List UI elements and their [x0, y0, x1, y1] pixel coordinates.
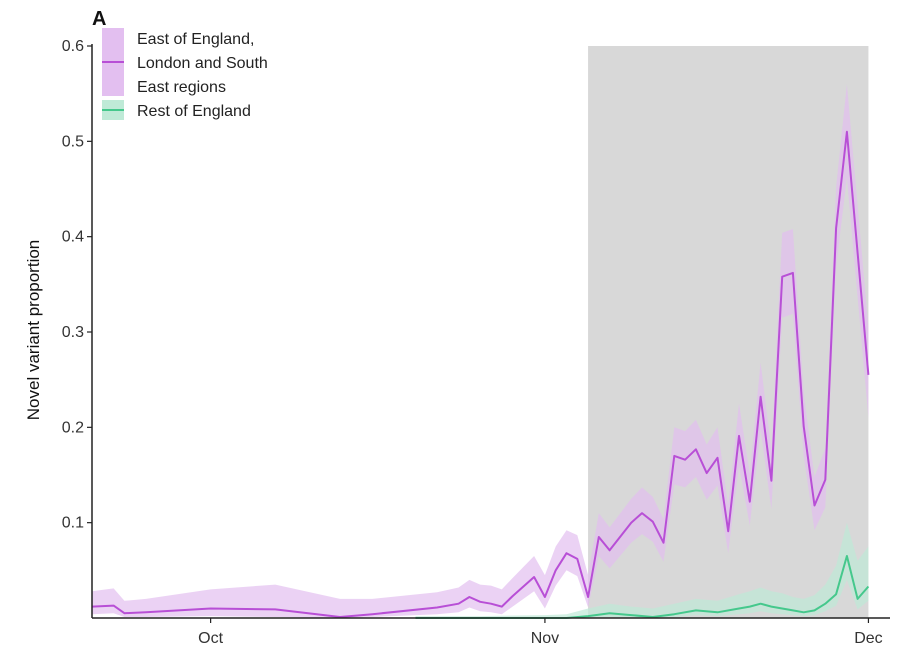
y-tick-label: 0.5: [62, 133, 84, 150]
x-tick-label: Dec: [854, 630, 882, 647]
legend-label: Rest of England: [137, 103, 251, 120]
panel-label: A: [92, 8, 106, 30]
x-tick-label: Oct: [198, 630, 223, 647]
y-axis-title: Novel variant proportion: [24, 240, 43, 420]
x-tick-label: Nov: [531, 630, 559, 647]
y-tick-label: 0.6: [62, 38, 84, 55]
y-tick-label: 0.2: [62, 419, 84, 436]
y-tick-label: 0.4: [62, 229, 84, 246]
legend-label: London and South: [137, 55, 268, 72]
legend-label: East regions: [137, 79, 226, 96]
y-tick-label: 0.1: [62, 515, 84, 532]
y-tick-label: 0.3: [62, 324, 84, 341]
legend-label: East of England,: [137, 31, 254, 48]
